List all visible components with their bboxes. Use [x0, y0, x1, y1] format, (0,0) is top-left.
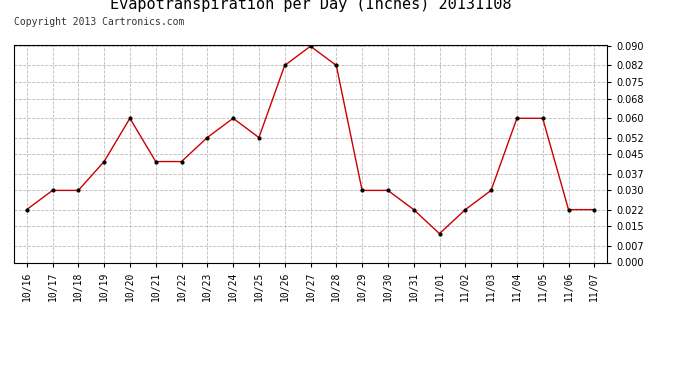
Title: Evapotranspiration per Day (Inches) 20131108: Evapotranspiration per Day (Inches) 2013… [110, 0, 511, 12]
Text: Copyright 2013 Cartronics.com: Copyright 2013 Cartronics.com [14, 17, 184, 27]
